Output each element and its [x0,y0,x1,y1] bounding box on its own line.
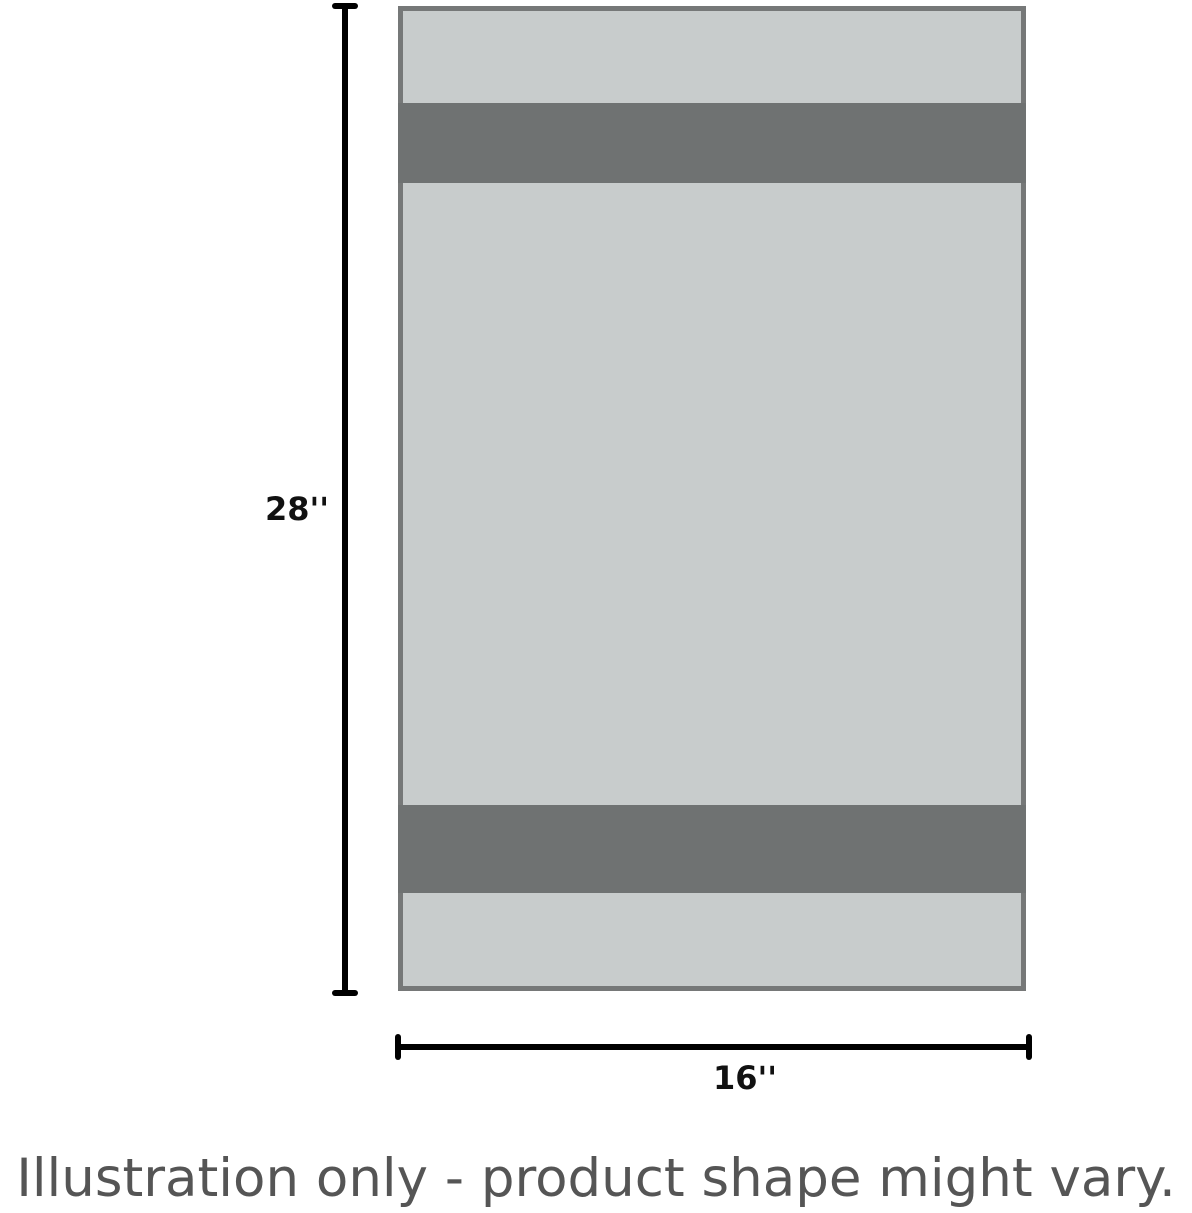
height-dimension-line [332,3,358,996]
width-label: 16'' [712,1059,778,1097]
disclaimer-caption: Illustration only - product shape might … [16,1148,1176,1209]
top-stripe [398,103,1026,183]
height-label: 28'' [264,490,330,528]
bottom-stripe [398,805,1026,893]
width-dimension-line [395,1034,1032,1060]
